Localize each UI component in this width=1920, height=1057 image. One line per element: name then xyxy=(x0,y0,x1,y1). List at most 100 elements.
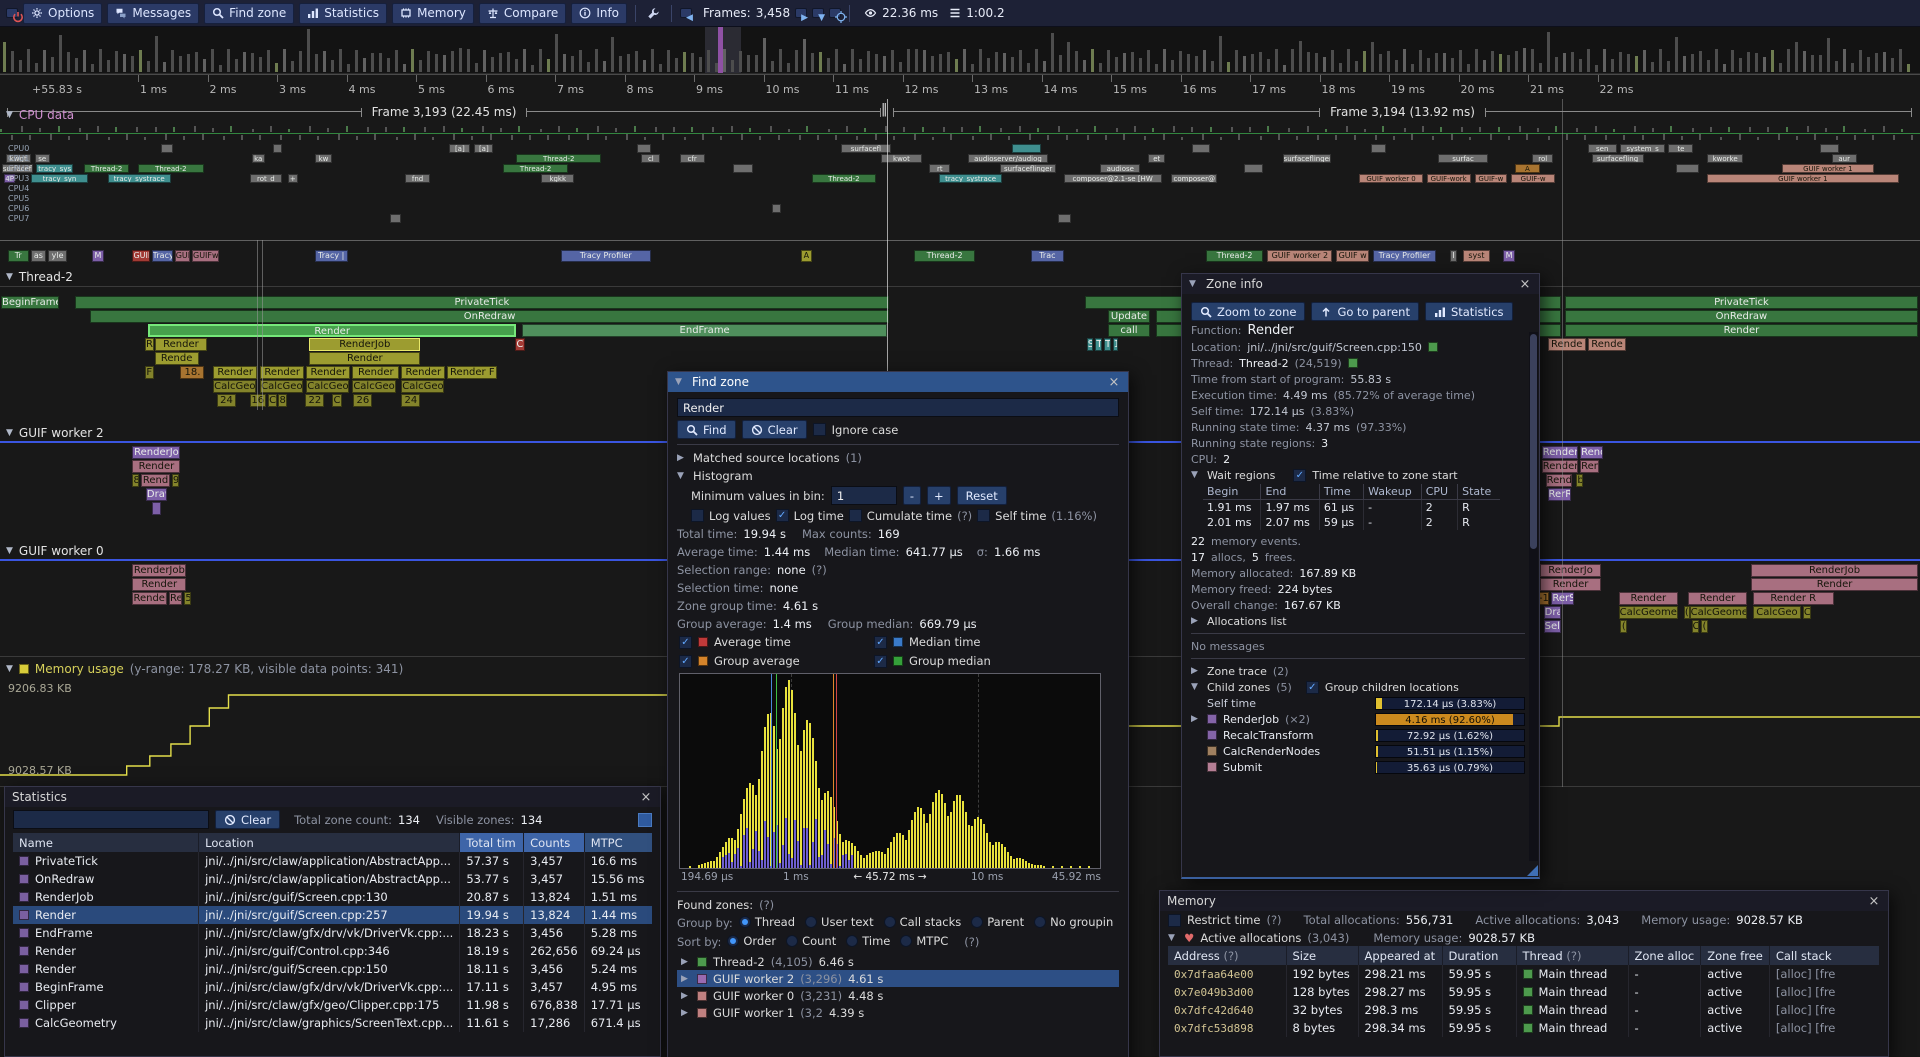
column-header-address[interactable]: Address (?) xyxy=(1168,946,1286,965)
timeline-zone[interactable]: + xyxy=(288,174,298,183)
timeline-zone[interactable]: M xyxy=(92,250,104,262)
timeline-zone[interactable]: CalcGeo xyxy=(1752,606,1801,619)
timeline-zone[interactable]: surfaceflinger xyxy=(1000,164,1056,173)
timeline-zone[interactable]: sen xyxy=(1587,144,1617,153)
timeline-zone[interactable]: 24 xyxy=(401,394,421,407)
found-zone-group-row[interactable]: ▶ Thread-2 (4,105) 6.46 s xyxy=(677,953,1119,970)
wait-region-row[interactable]: 2.01 ms 2.07 ms 59 μs -2 R xyxy=(1203,515,1501,530)
timeline-zone[interactable] xyxy=(1057,214,1072,223)
group-by-parent[interactable]: Parent xyxy=(971,915,1024,929)
power-button[interactable] xyxy=(6,8,23,22)
toolbar-button-statistics[interactable]: Statistics xyxy=(299,2,388,24)
timeline-zone[interactable]: tracy_systrace xyxy=(938,174,1003,183)
min-bin-input[interactable] xyxy=(830,486,897,505)
timeline-zone[interactable]: RenderJ xyxy=(1541,446,1579,459)
group-by-thread[interactable]: Thread xyxy=(738,915,795,929)
zoom-to-zone-button[interactable]: Zoom to zone xyxy=(1191,302,1306,321)
timeline-zone[interactable]: aur xyxy=(1831,154,1857,163)
timeline-zone[interactable]: Thread-2 xyxy=(138,164,204,173)
timeline-zone[interactable]: kwgt xyxy=(5,154,31,163)
timeline-zone[interactable]: Thread-2 xyxy=(84,164,129,173)
child-zone-row[interactable]: RecalcTransform 72.92 μs (1.62%) xyxy=(1191,728,1525,742)
timeline-zone[interactable]: Thread-2 xyxy=(812,174,876,183)
timeline-zone[interactable]: surfacefling xyxy=(1591,154,1644,163)
column-header-call-stack[interactable]: Call stack xyxy=(1768,946,1880,965)
timeline-zone[interactable]: Thread-2 xyxy=(913,250,976,262)
timeline-zone[interactable]: Rende xyxy=(1587,338,1627,351)
log-time-checkbox[interactable] xyxy=(775,509,789,522)
child-zones-toggle[interactable]: ▼ Child zones (5) Group children locatio… xyxy=(1191,680,1525,694)
timeline-zone[interactable]: Render xyxy=(1564,324,1919,337)
timeline-zone[interactable] xyxy=(1676,164,1700,173)
timeline-zone[interactable]: 8 xyxy=(278,394,288,407)
timeline-zone[interactable] xyxy=(771,204,782,213)
thread2-header[interactable]: ▼ Thread-2 xyxy=(6,270,73,284)
memory-titlebar[interactable]: Memory × xyxy=(1160,891,1888,911)
timeline-zone[interactable]: PrivateTick xyxy=(1564,296,1919,309)
sort-by-mtpc[interactable]: MTPC xyxy=(900,934,948,948)
timeline-zone[interactable]: EndFrame xyxy=(522,324,888,337)
timeline-zone[interactable]: C xyxy=(332,394,342,407)
stats-row[interactable]: PrivateTick jni/../jni/src/claw/applicati… xyxy=(13,852,652,870)
restrict-time-checkbox[interactable] xyxy=(1168,913,1181,927)
timeline-zone[interactable]: Render xyxy=(1541,460,1579,473)
timeline-zone[interactable]: Thread-2 xyxy=(516,154,601,163)
stats-row[interactable]: EndFrame jni/../jni/src/claw/gfx/drv/vk/D… xyxy=(13,924,652,942)
stats-row[interactable]: Render jni/../jni/src/guif/Screen.cpp:150… xyxy=(13,960,652,978)
timeline-zone[interactable]: OnRedraw xyxy=(90,310,889,323)
column-header-duration[interactable]: Duration xyxy=(1441,946,1516,965)
timeline-zone[interactable]: kwot xyxy=(881,154,922,163)
free-callstack-link[interactable]: [fre xyxy=(1811,1021,1836,1035)
timeline-zone[interactable] xyxy=(1011,144,1041,153)
find-button[interactable]: Find xyxy=(677,420,736,439)
timeline-zone[interactable]: Rend xyxy=(1580,446,1604,459)
timeline-zone[interactable] xyxy=(1370,144,1387,153)
timeline-zone[interactable]: RenderJob xyxy=(132,564,187,577)
memory-usage-header[interactable]: ▼ Memory usage (y-range: 178.27 KB, visi… xyxy=(6,662,404,676)
timeline-zone[interactable]: C xyxy=(1691,620,1700,633)
timeline-zone[interactable]: 9 xyxy=(171,474,179,487)
timeline-zone[interactable]: CalcGeomet xyxy=(1689,606,1748,619)
timeline-zone[interactable]: GUIF-w xyxy=(1474,174,1508,183)
timeline-zone[interactable]: Render xyxy=(260,366,305,379)
reset-button[interactable]: Reset xyxy=(956,486,1007,505)
child-zone-row[interactable]: Submit 35.63 μs (0.79%) xyxy=(1191,760,1525,774)
child-zone-row[interactable]: Self time 172.14 μs (3.83%) xyxy=(1191,696,1525,710)
timeline-zone[interactable]: CalcGeo xyxy=(306,380,350,393)
timeline-zone[interactable]: syst xyxy=(1463,250,1490,262)
ignore-case-checkbox[interactable] xyxy=(812,423,826,436)
timeline-zone[interactable]: 22 xyxy=(305,394,325,407)
scrollbar-thumb[interactable] xyxy=(1530,334,1537,549)
statistics-titlebar[interactable]: Statistics × xyxy=(5,787,660,807)
column-header-zone-free[interactable]: Zone free xyxy=(1700,946,1770,965)
scrollbar[interactable] xyxy=(1529,332,1538,861)
close-icon[interactable]: × xyxy=(1868,893,1880,909)
timeline-zone[interactable]: tracy_sys xyxy=(36,164,73,173)
timeline-zone[interactable]: system_s xyxy=(1620,144,1665,153)
toolbar-button-compare[interactable]: Compare xyxy=(478,2,567,24)
self-time-checkbox[interactable] xyxy=(977,509,991,522)
timeline-zone[interactable] xyxy=(1192,144,1210,153)
timeline-zone[interactable]: RenderJob xyxy=(309,338,421,351)
timeline-zone[interactable]: [a] xyxy=(474,144,494,153)
timeline-zone[interactable]: CalcGeo xyxy=(260,380,304,393)
found-zone-group-row[interactable]: ▶ GUIF worker 1 (3,2 4.39 s xyxy=(677,1004,1119,1021)
timeline-zone[interactable]: as xyxy=(30,250,47,262)
column-header-thread[interactable]: Thread (?) xyxy=(1515,946,1628,965)
timeline-zone[interactable] xyxy=(637,144,651,153)
timeline-zone[interactable]: Render xyxy=(132,460,181,473)
timeline-zone[interactable]: Sel xyxy=(1543,620,1561,633)
column-header-total-tim[interactable]: Total tim xyxy=(459,833,524,852)
free-callstack-link[interactable]: [fre xyxy=(1811,1003,1836,1017)
go-to-parent-button[interactable]: Go to parent xyxy=(1311,302,1419,321)
timeline-zone[interactable]: C xyxy=(514,338,526,351)
alloc-callstack-link[interactable]: [alloc] xyxy=(1775,1021,1812,1035)
timeline-zone[interactable]: Ren xyxy=(1580,460,1600,473)
timeline-zone[interactable]: Thread-2 xyxy=(503,164,569,173)
timeline-zone[interactable]: audiose xyxy=(1100,164,1141,173)
toolbar-button-options[interactable]: Options xyxy=(23,2,103,24)
timeline-zone[interactable]: Render xyxy=(1751,578,1919,591)
timeline-zone[interactable]: Update xyxy=(1107,310,1151,323)
toolbar-button-info[interactable]: Info xyxy=(571,2,628,24)
toolbar-button-memory[interactable]: Memory xyxy=(392,2,474,24)
